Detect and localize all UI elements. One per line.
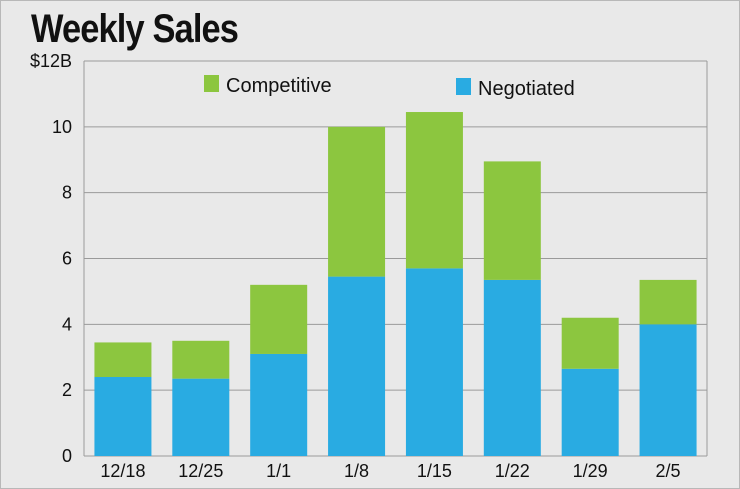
bar-negotiated-1-22 [483, 279, 541, 456]
axes: 0 2 4 6 8 10 $12B 12/18 12/25 1/1 1/8 1/15 1/22 1/29 2… [30, 51, 681, 481]
x-tick-label: 12/18 [100, 461, 145, 481]
bar-negotiated-2-5 [639, 324, 697, 456]
y-tick-label: 2 [62, 380, 72, 400]
x-tick-label: 12/25 [178, 461, 223, 481]
bar-negotiated-1-8 [328, 276, 386, 456]
bar-negotiated-1-15 [405, 268, 463, 456]
y-tick-label: 4 [62, 314, 72, 334]
y-tick-label: 6 [62, 249, 72, 269]
x-tick-label: 1/22 [495, 461, 530, 481]
x-tick-label: 1/1 [266, 461, 291, 481]
legend-label-competitive: Competitive [226, 75, 332, 97]
x-tick-label: 1/8 [344, 461, 369, 481]
x-tick-label: 2/5 [656, 461, 681, 481]
bar-negotiated-1-29 [561, 368, 619, 456]
legend-swatch-negotiated [456, 78, 471, 95]
bar-competitive-12-25 [172, 340, 230, 379]
y-tick-label: 8 [62, 183, 72, 203]
bar-negotiated-1-1 [250, 353, 308, 456]
bar-competitive-1-29 [561, 317, 619, 369]
y-tick-label: 10 [52, 117, 72, 137]
chart-title: Weekly Sales [31, 7, 239, 51]
legend: Competitive Negotiated [204, 75, 575, 100]
bar-competitive-1-22 [483, 161, 541, 280]
x-tick-label: 1/15 [417, 461, 452, 481]
bar-negotiated-12-25 [172, 378, 230, 456]
bar-negotiated-12-18 [94, 377, 152, 456]
bar-competitive-1-1 [250, 284, 308, 354]
legend-label-negotiated: Negotiated [478, 78, 575, 100]
x-tick-label: 1/29 [573, 461, 608, 481]
bar-competitive-12-18 [94, 342, 152, 377]
bars [94, 112, 697, 456]
bar-competitive-1-15 [405, 112, 463, 269]
bar-competitive-2-5 [639, 279, 697, 325]
legend-swatch-competitive [204, 75, 219, 92]
bar-competitive-1-8 [328, 126, 386, 277]
y-tick-label: $12B [30, 51, 72, 71]
y-tick-label: 0 [62, 446, 72, 466]
